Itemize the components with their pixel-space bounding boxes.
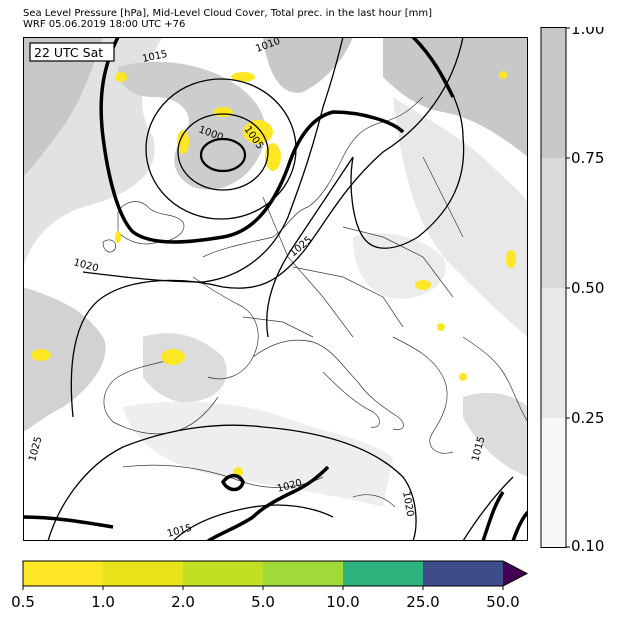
map-frame xyxy=(23,37,528,541)
precip-tick-label: 10.0 xyxy=(326,593,359,611)
cloud-tick-label: 1.00 xyxy=(571,27,604,38)
isobars xyxy=(47,37,514,541)
cloud-tick-label: 0.50 xyxy=(571,279,604,297)
precip-tick-label: 1.0 xyxy=(91,593,115,611)
cloud-bin-4 xyxy=(541,418,566,548)
precipitation-layer xyxy=(31,71,516,477)
isobar-label: 1020 xyxy=(400,491,415,518)
weather-map: 1015 1010 1005 1000 1025 1020 1025 1020 … xyxy=(23,37,528,541)
precip-tick-label: 0.5 xyxy=(11,593,35,611)
cloud-bin-3 xyxy=(541,288,566,418)
cloud-bin-2 xyxy=(541,158,566,288)
run-info: WRF 05.06.2019 18:00 UTC +76 xyxy=(23,19,186,30)
precip-bin-5 xyxy=(343,561,423,586)
time-label: 22 UTC Sat xyxy=(34,45,103,60)
cloud-cover-layer xyxy=(23,37,528,507)
precipitation-colorbar: 0.5 1.0 2.0 5.0 10.0 25.0 50.0 xyxy=(11,560,529,611)
bold-isobars xyxy=(23,37,528,541)
isobar-label: 1015 xyxy=(141,49,168,65)
precip-bin-3 xyxy=(183,561,263,586)
precip-bin-2 xyxy=(103,561,183,586)
precip-extend-arrow xyxy=(503,561,527,586)
cloud-tick-label: 0.25 xyxy=(571,409,604,427)
precip-bin-4 xyxy=(263,561,343,586)
precip-bin-1 xyxy=(23,561,103,586)
precip-tick-label: 50.0 xyxy=(486,593,519,611)
time-label-box xyxy=(29,42,115,62)
precip-bin-6 xyxy=(423,561,503,586)
precip-tick-label: 25.0 xyxy=(406,593,439,611)
cloud-tick-label: 0.75 xyxy=(571,149,604,167)
precip-tick-label: 2.0 xyxy=(171,593,195,611)
cloud-tick-label: 0.10 xyxy=(571,537,604,553)
precip-tick-label: 5.0 xyxy=(251,593,275,611)
coastlines xyxy=(102,96,528,508)
chart-title: Sea Level Pressure [hPa], Mid-Level Clou… xyxy=(23,8,433,19)
cloud-cover-colorbar: 1.00 0.75 0.50 0.25 0.10 xyxy=(540,27,604,553)
cloud-bin-1 xyxy=(541,27,566,158)
